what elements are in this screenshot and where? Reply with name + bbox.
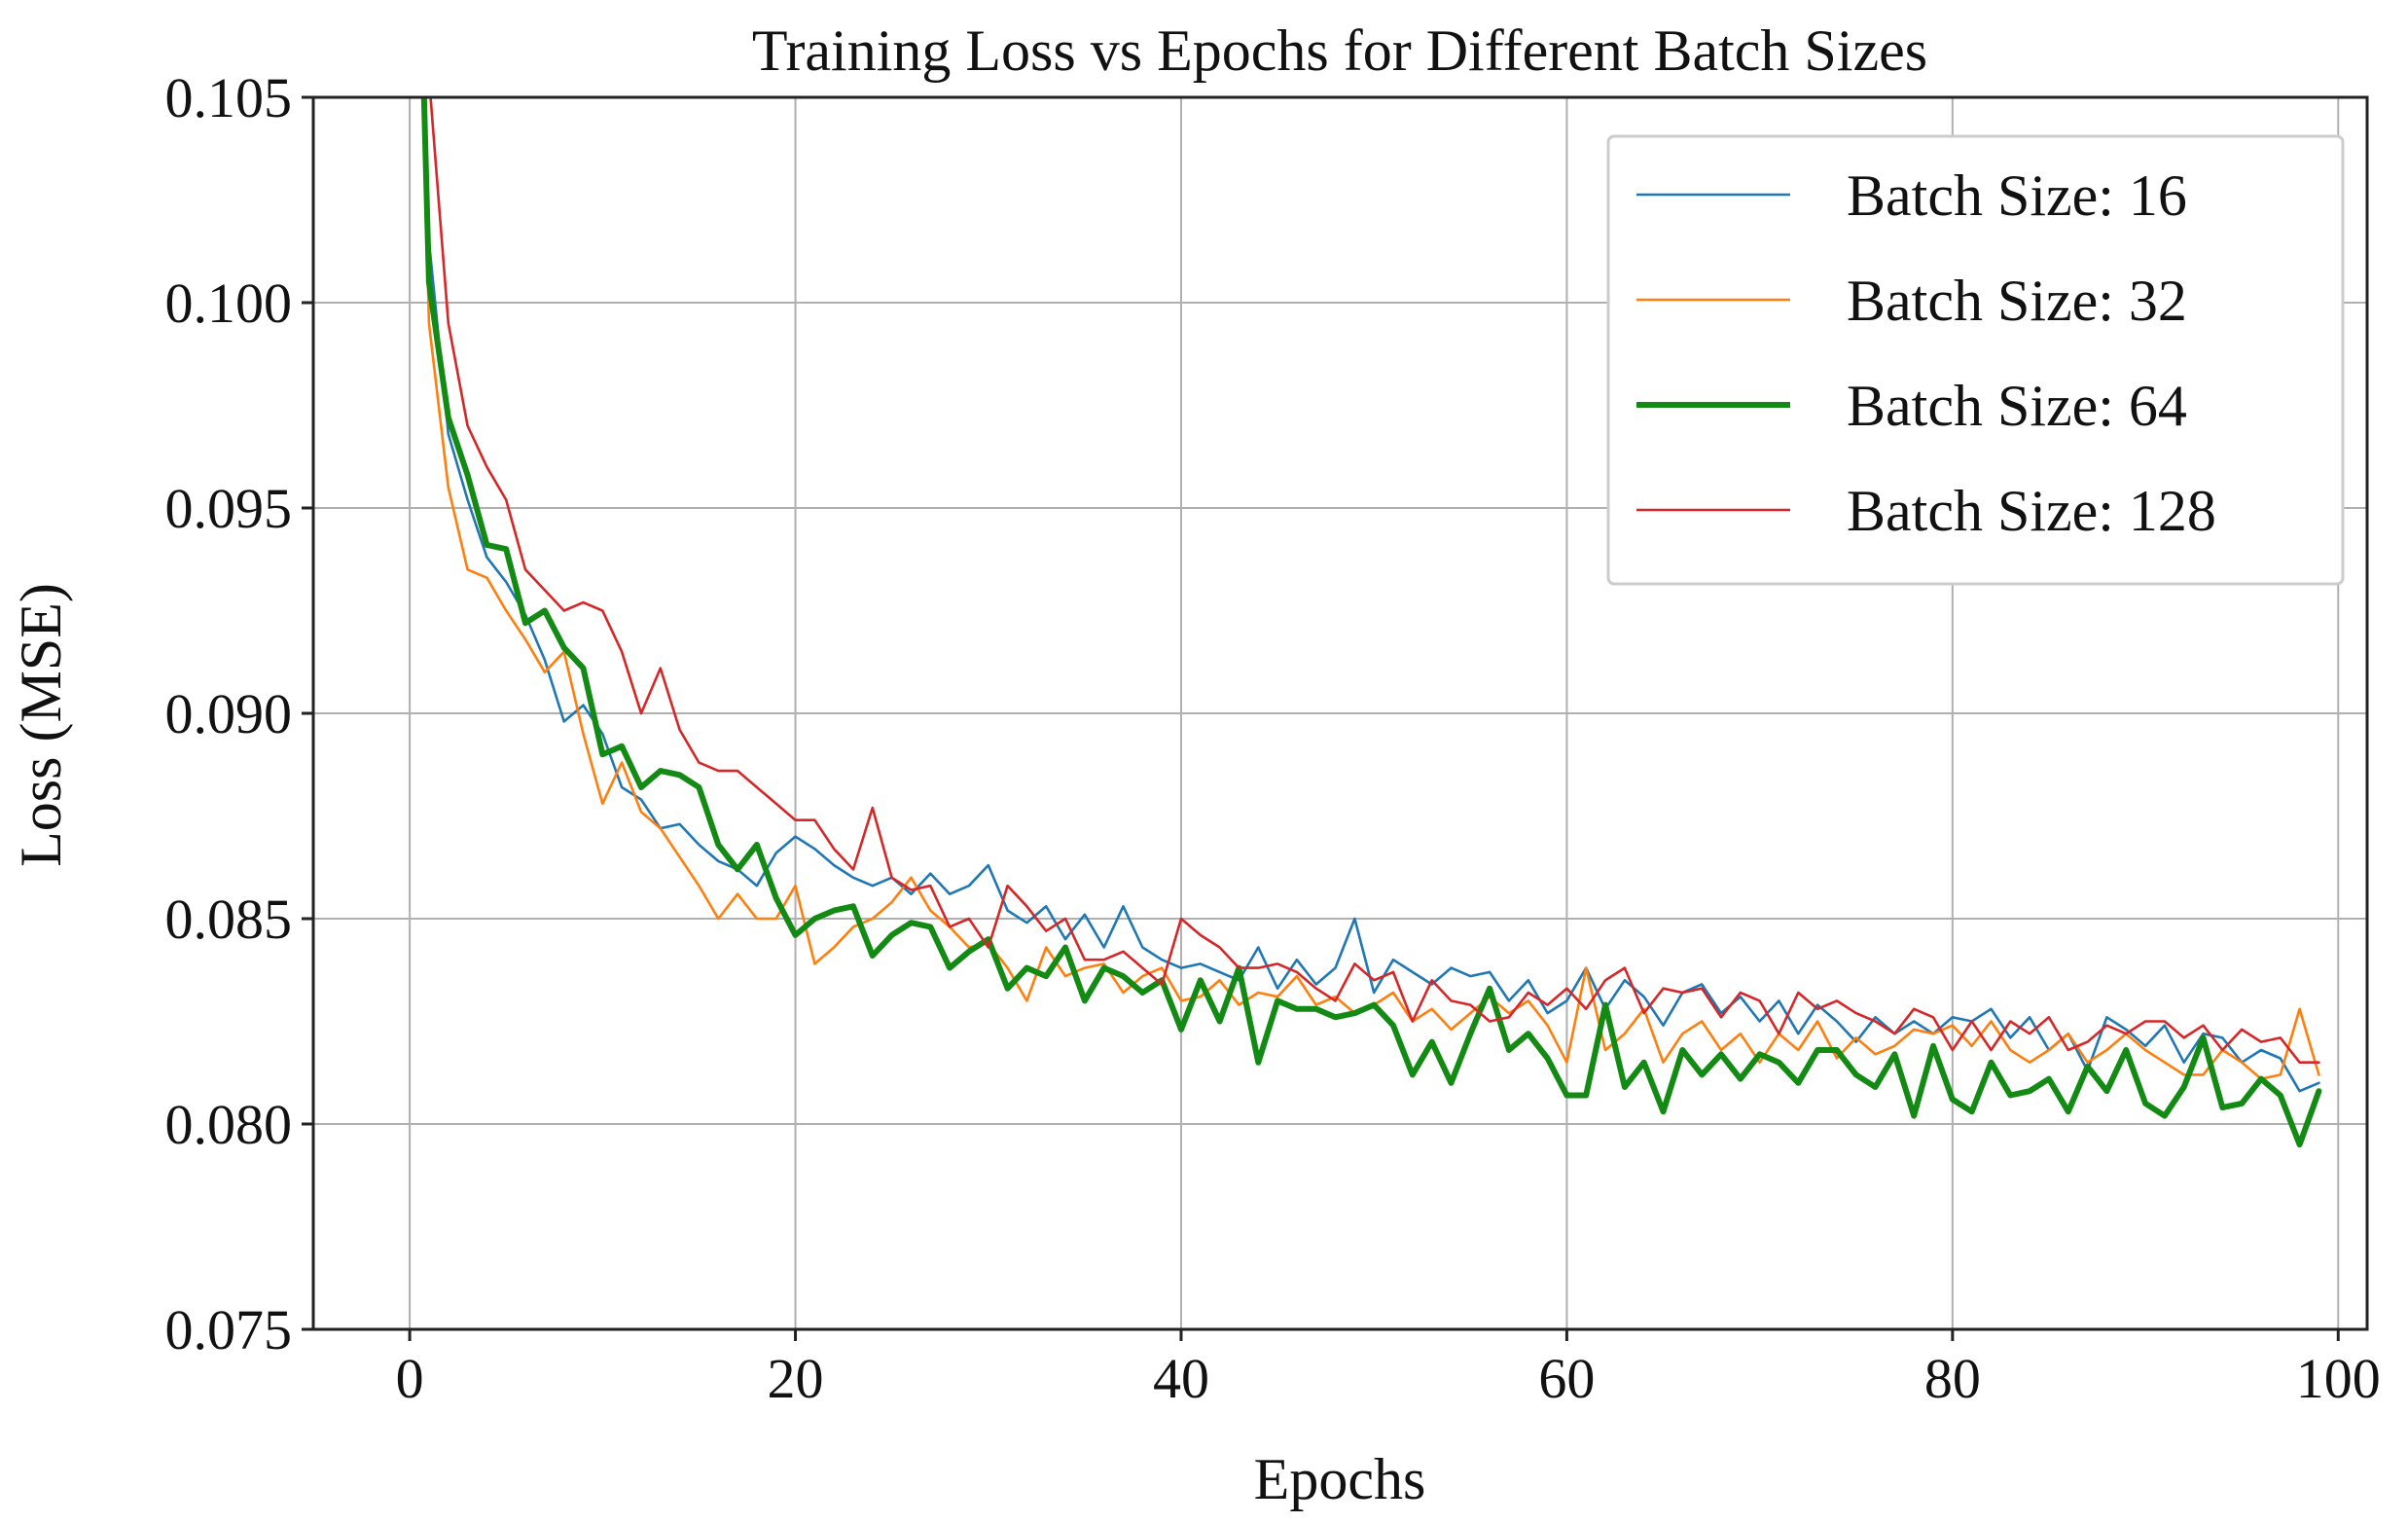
legend: Batch Size: 16 Batch Size: 32 Batch Size: …: [1606, 134, 2345, 586]
x-tick-label: 60: [1538, 1347, 1595, 1410]
series-line-4: [429, 97, 2320, 1064]
axis-ticks: 0 20 40 60 80 100 0.075 0.080 0.085 0.090 0.095 0.1…: [165, 66, 2381, 1410]
legend-box: [1606, 134, 2345, 586]
x-tick-label: 100: [2296, 1347, 2381, 1410]
y-tick-label: 0.100: [165, 272, 293, 335]
y-tick-label: 0.075: [165, 1298, 293, 1361]
y-axis-label: Loss (MSE): [9, 583, 73, 867]
y-tick-label: 0.095: [165, 477, 293, 540]
x-tick-label: 40: [1153, 1347, 1209, 1410]
y-tick-label: 0.090: [165, 682, 293, 745]
x-tick-label: 0: [396, 1347, 424, 1410]
y-tick-label: 0.080: [165, 1093, 293, 1156]
y-tick-label: 0.105: [165, 66, 293, 129]
x-tick-label: 80: [1924, 1347, 1981, 1410]
legend-label-4: Batch Size: 128: [1847, 479, 2216, 543]
legend-label-3: Batch Size: 64: [1847, 374, 2187, 438]
chart-title: Training Loss vs Epochs for Different Ba…: [752, 18, 1927, 83]
legend-label-2: Batch Size: 32: [1847, 269, 2187, 333]
x-axis-label: Epochs: [1254, 1447, 1426, 1511]
series-line-1: [423, 97, 2320, 1093]
legend-label-1: Batch Size: 16: [1847, 163, 2187, 228]
y-tick-label: 0.085: [165, 888, 293, 951]
series-lines: [420, 97, 2322, 1148]
plot-frame: [311, 95, 2369, 1331]
x-tick-label: 20: [768, 1347, 824, 1410]
series-line-3: [420, 97, 2322, 1148]
